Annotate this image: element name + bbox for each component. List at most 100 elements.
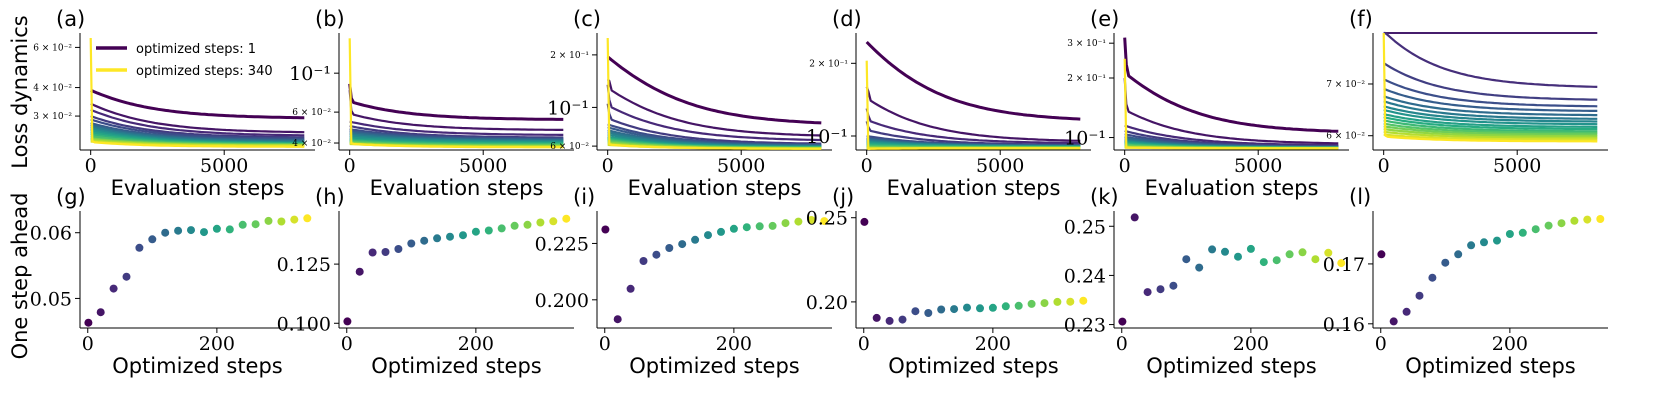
- panel-d: (d) 0 5000 2 × 10⁻¹ 10⁻¹ Evaluation steps: [806, 7, 1091, 200]
- scatter-point: [238, 220, 247, 229]
- x-tick-label: 0: [82, 333, 94, 355]
- scatter-point: [1221, 247, 1229, 256]
- scatter-point: [187, 226, 195, 235]
- x-axis-label: Optimized steps: [888, 354, 1059, 378]
- scatter-point: [225, 225, 234, 234]
- y-tick-label: 0.200: [535, 290, 589, 312]
- y-tick-label: 4 × 10⁻²: [33, 84, 72, 94]
- scatter-point: [1377, 250, 1386, 259]
- x-axis-label: Evaluation steps: [111, 176, 285, 200]
- scatter-point: [368, 248, 377, 257]
- panel-g: (g) 0 200 0.05 0.06 Optimized steps: [30, 185, 315, 378]
- scatter-point: [251, 220, 260, 229]
- x-axis-label: Optimized steps: [1405, 354, 1576, 378]
- scatter-point: [446, 232, 454, 241]
- scatter-point: [860, 217, 869, 226]
- y-tick-label: 2 × 10⁻¹: [809, 59, 848, 69]
- y-tick-label: 0.16: [1323, 314, 1365, 336]
- x-axis-label: Evaluation steps: [1145, 176, 1319, 200]
- panel-label: (c): [573, 7, 601, 31]
- series-line: [90, 108, 305, 137]
- series-line: [865, 40, 1081, 121]
- scatter-point: [781, 219, 790, 228]
- y-tick-label: 0.225: [535, 233, 589, 255]
- scatter-point: [343, 317, 352, 326]
- series-line: [1383, 125, 1598, 136]
- scatter-point: [898, 315, 907, 324]
- scatter-point: [665, 244, 674, 252]
- x-axis-label: Optimized steps: [371, 354, 542, 378]
- series-line: [606, 84, 822, 142]
- scatter-point: [549, 217, 558, 226]
- series-line: [1123, 77, 1339, 145]
- panel-b: (b) 0 5000 10⁻¹ 6 × 10⁻² 4 × 10⁻² Evaluation s…: [289, 7, 574, 200]
- series-line: [1383, 95, 1598, 117]
- scatter-point: [872, 313, 881, 322]
- panel-label: (l): [1349, 185, 1371, 209]
- scatter-point: [1544, 221, 1553, 230]
- scatter-point: [1441, 258, 1450, 267]
- panel-c: (c) 0 5000 2 × 10⁻¹ 10⁻¹ 6 × 10⁻² Evaluation s…: [547, 7, 832, 200]
- scatter-point: [1298, 248, 1307, 257]
- x-tick-label: 0: [1375, 333, 1387, 355]
- scatter-point: [1066, 297, 1075, 306]
- x-tick-label: 5000: [459, 155, 507, 177]
- series-line: [89, 37, 305, 148]
- series-line: [865, 108, 1081, 145]
- panel-label: (e): [1090, 7, 1119, 31]
- y-tick-label: 4 × 10⁻²: [292, 139, 331, 149]
- scatter-point: [420, 236, 429, 245]
- series-line: [90, 118, 305, 140]
- scatter-point: [174, 226, 183, 235]
- y-tick-label: 10⁻¹: [547, 97, 589, 119]
- scatter-point: [303, 214, 312, 223]
- series-line: [865, 60, 1081, 151]
- scatter-point: [1079, 296, 1088, 305]
- x-tick-label: 200: [975, 333, 1011, 355]
- x-tick-label: 5000: [1234, 155, 1282, 177]
- y-tick-label: 6 × 10⁻²: [550, 142, 589, 152]
- scatter-point: [1557, 219, 1566, 228]
- scatter-point: [497, 224, 506, 233]
- scatter-point: [1195, 263, 1204, 272]
- series-line: [1383, 78, 1598, 108]
- scatter-point: [885, 316, 894, 325]
- scatter-point: [768, 221, 777, 230]
- scatter-point: [122, 272, 131, 281]
- series-line: [1383, 31, 1598, 88]
- scatter-point: [1027, 299, 1036, 308]
- y-tick-label: 3 × 10⁻¹: [1067, 39, 1106, 49]
- legend-label: optimized steps: 340: [136, 64, 273, 79]
- panel-label: (b): [315, 7, 345, 31]
- scatter-point: [937, 305, 946, 314]
- y-tick-label: 0.125: [277, 254, 331, 276]
- panel-l: (l) 0 200 0.16 0.17 Optimized steps: [1323, 185, 1608, 378]
- scatter-point: [1246, 244, 1255, 253]
- y-tick-label: 7 × 10⁻²: [1326, 80, 1365, 90]
- y-tick-label: 0.06: [30, 223, 72, 245]
- x-tick-label: 0: [602, 155, 614, 177]
- series-line: [348, 83, 564, 121]
- scatter-point: [562, 214, 571, 223]
- scatter-point: [807, 216, 816, 224]
- panel-label: (a): [56, 7, 85, 31]
- y-tick-label: 6 × 10⁻²: [33, 43, 72, 53]
- x-tick-label: 200: [1492, 333, 1528, 355]
- x-tick-label: 0: [861, 155, 873, 177]
- x-axis-label: Evaluation steps: [887, 176, 1061, 200]
- scatter-point: [407, 239, 416, 248]
- series-line: [1123, 58, 1339, 150]
- scatter-point: [1402, 307, 1411, 316]
- y-tick-label: 10⁻¹: [1064, 128, 1106, 150]
- scatter-point: [729, 224, 738, 233]
- scatter-point: [1053, 297, 1062, 306]
- scatter-point: [1428, 273, 1437, 282]
- y-tick-label: 0.100: [277, 313, 331, 335]
- series-line: [1383, 119, 1598, 133]
- scatter-point: [820, 217, 829, 226]
- y-tick-label: 6 × 10⁻²: [292, 108, 331, 118]
- scatter-point: [639, 257, 648, 265]
- scatter-point: [523, 220, 532, 229]
- scatter-point: [1234, 252, 1242, 261]
